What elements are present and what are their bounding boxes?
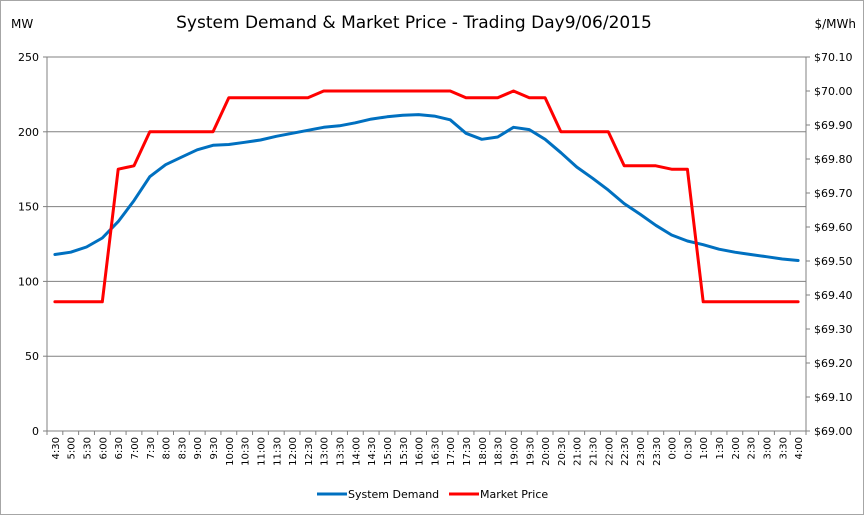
axes	[43, 56, 810, 435]
x-tick-label: 9:00	[193, 437, 204, 459]
x-tick-label: 6:30	[114, 437, 125, 459]
x-tick-label: 5:30	[83, 437, 94, 459]
right-axis-unit-label: $/MWh	[814, 17, 856, 31]
x-tick-label: 8:00	[162, 437, 173, 459]
right-y-tick-label: $69.50	[814, 255, 853, 268]
x-tick-label: 1:30	[715, 437, 726, 459]
x-tick-label: 22:30	[620, 437, 631, 466]
x-tick-label: 16:00	[415, 437, 426, 466]
right-y-tick-label: $70.00	[814, 85, 853, 98]
x-tick-label: 18:00	[478, 437, 489, 466]
x-tick-label: 22:00	[604, 437, 615, 466]
x-tick-label: 11:30	[272, 437, 283, 466]
x-tick-label: 21:00	[573, 437, 584, 466]
legend-system-demand-label: System Demand	[348, 488, 439, 501]
right-y-tick-label: $69.20	[814, 357, 853, 370]
right-y-tick-label: $69.80	[814, 153, 853, 166]
system-demand-line	[53, 113, 800, 262]
left-y-tick-label: 50	[25, 350, 39, 363]
x-tick-label: 7:00	[130, 437, 141, 459]
x-tick-label: 21:30	[589, 437, 600, 466]
left-y-tick-labels: 0 50 100 150 200 250	[18, 51, 39, 438]
x-tick-label: 16:30	[430, 437, 441, 466]
x-tick-label: 2:30	[747, 437, 758, 459]
x-tick-labels: 4:30 5:00 5:30 6:00 6:30 7:00 7:30 8:00 8:30 9:00…	[51, 437, 805, 466]
x-tick-label: 23:00	[636, 437, 647, 466]
x-tick-label: 20:00	[541, 437, 552, 466]
left-y-tick-label: 250	[18, 51, 39, 64]
left-y-tick-label: 0	[32, 425, 39, 438]
x-tick-label: 17:00	[446, 437, 457, 466]
series-lines	[53, 89, 800, 304]
x-tick-label: 13:30	[336, 437, 347, 466]
left-axis-unit-label: MW	[11, 17, 33, 31]
x-tick-label: 4:30	[51, 437, 62, 459]
right-y-tick-label: $69.60	[814, 221, 853, 234]
right-y-tick-label: $69.40	[814, 289, 853, 302]
right-y-tick-label: $69.90	[814, 119, 853, 132]
x-tick-label: 14:30	[367, 437, 378, 466]
x-tick-label: 15:00	[383, 437, 394, 466]
x-tick-label: 10:30	[241, 437, 252, 466]
right-y-tick-label: $69.10	[814, 391, 853, 404]
x-tick-label: 9:30	[209, 437, 220, 459]
chart-title: System Demand & Market Price - Trading D…	[176, 13, 652, 33]
x-tick-label: 10:00	[225, 437, 236, 466]
x-tick-label: 2:00	[731, 437, 742, 459]
x-tick-label: 15:30	[399, 437, 410, 466]
x-tick-label: 12:00	[288, 437, 299, 466]
legend: System Demand Market Price	[317, 488, 548, 501]
x-tick-label: 8:30	[177, 437, 188, 459]
x-tick-label: 0:00	[668, 437, 679, 459]
right-y-tick-label: $69.00	[814, 425, 853, 438]
x-tick-label: 7:30	[146, 437, 157, 459]
x-tick-label: 12:30	[304, 437, 315, 466]
legend-market-price-label: Market Price	[480, 488, 548, 501]
x-tick-label: 1:00	[699, 437, 710, 459]
x-tick-label: 19:00	[509, 437, 520, 466]
left-y-tick-label: 150	[18, 201, 39, 214]
market-price-line	[53, 89, 800, 304]
left-y-tick-label: 200	[18, 126, 39, 139]
x-tick-label: 5:00	[67, 437, 78, 459]
x-tick-label: 23:30	[652, 437, 663, 466]
left-y-tick-label: 100	[18, 275, 39, 288]
right-y-tick-label: $70.10	[814, 51, 853, 64]
right-y-tick-label: $69.30	[814, 323, 853, 336]
x-tick-label: 3:30	[778, 437, 789, 459]
x-tick-label: 4:00	[794, 437, 805, 459]
x-tick-label: 0:30	[683, 437, 694, 459]
x-tick-label: 6:00	[98, 437, 109, 459]
right-y-tick-labels: $69.00 $69.10 $69.20 $69.30 $69.40 $69.50 $69.…	[814, 51, 853, 438]
x-tick-label: 13:00	[320, 437, 331, 466]
x-tick-label: 18:30	[494, 437, 505, 466]
x-tick-label: 11:00	[256, 437, 267, 466]
x-tick-label: 20:30	[557, 437, 568, 466]
x-tick-label: 14:00	[351, 437, 362, 466]
x-tick-label: 19:30	[525, 437, 536, 466]
x-tick-label: 17:30	[462, 437, 473, 466]
x-tick-label: 3:00	[762, 437, 773, 459]
right-y-tick-label: $69.70	[814, 187, 853, 200]
